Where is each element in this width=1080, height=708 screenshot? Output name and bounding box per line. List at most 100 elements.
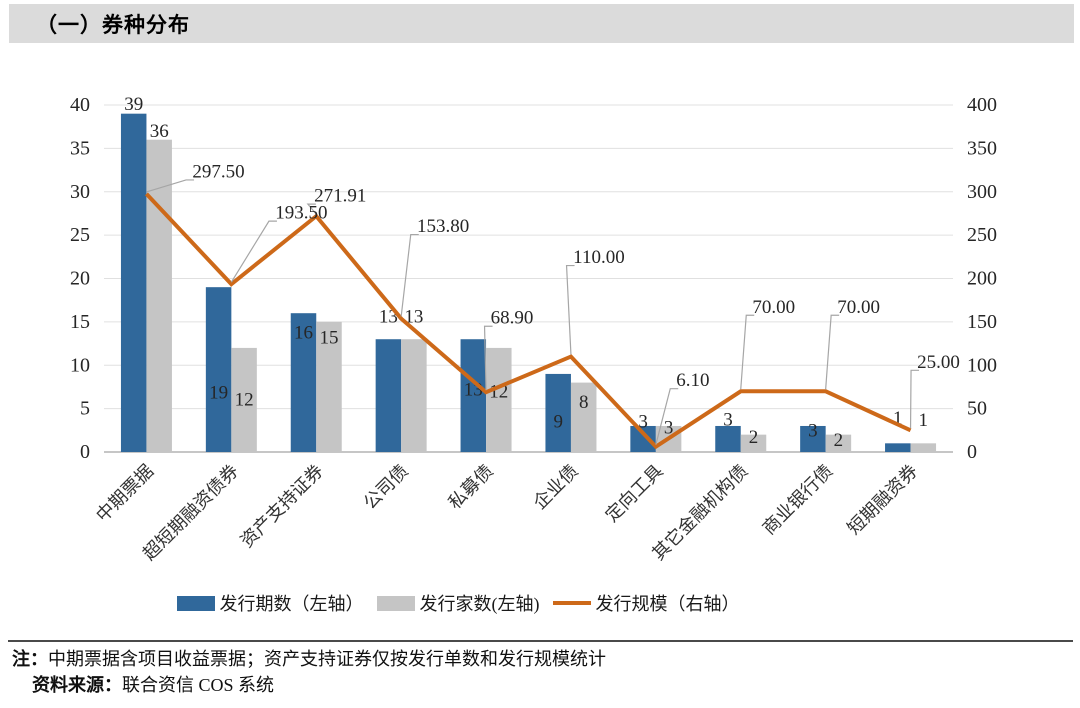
svg-text:2: 2 (749, 427, 759, 448)
bar-issue-periods (120, 113, 147, 453)
orange-line-swatch-icon (552, 601, 591, 605)
bar-issuer-count (231, 347, 257, 452)
chart-canvas: 0510152025303540050100150200250300350400… (70, 94, 997, 564)
bar-issuer-count (740, 434, 767, 452)
svg-text:9: 9 (553, 411, 563, 432)
svg-text:70.00: 70.00 (752, 297, 795, 318)
legend-item-issuer-count: 发行家数(左轴) (376, 590, 540, 616)
svg-text:25.00: 25.00 (917, 352, 960, 373)
svg-text:400: 400 (967, 94, 997, 116)
bar-issuer-count (316, 321, 342, 452)
svg-text:0: 0 (80, 441, 90, 463)
svg-text:153.80: 153.80 (417, 216, 469, 237)
svg-text:8: 8 (579, 392, 589, 413)
source-label: 资料来源： (32, 675, 122, 695)
svg-text:68.90: 68.90 (491, 308, 534, 329)
blue-bar-swatch-icon (176, 595, 215, 611)
bar-issue-periods (545, 373, 571, 452)
svg-text:100: 100 (967, 354, 997, 376)
bar-issuer-count (486, 347, 512, 452)
svg-text:150: 150 (967, 311, 997, 333)
bar-issue-periods (460, 339, 487, 452)
svg-text:13: 13 (404, 307, 423, 328)
source-text: 联合资信 COS 系统 (122, 675, 275, 695)
svg-text:3: 3 (664, 417, 674, 438)
bars-layer (120, 113, 937, 453)
svg-text:271.91: 271.91 (314, 186, 366, 207)
bar-issue-periods (800, 425, 826, 452)
svg-text:25: 25 (70, 224, 90, 246)
chart-legend: 发行期数（左轴） 发行家数(左轴) 发行规模（右轴） (0, 590, 998, 616)
bar-issuer-count (910, 443, 937, 452)
issue-scale-line (144, 192, 912, 450)
legend-label-issue-scale: 发行规模（右轴） (595, 594, 740, 614)
svg-text:297.50: 297.50 (192, 161, 244, 182)
bar-issue-periods (885, 443, 911, 452)
section-header: （一）券种分布 (9, 4, 1074, 43)
note-text: 中期票据含项目收益票据；资产支持证券仅按发行单数和发行规模统计 (48, 649, 606, 669)
svg-text:30: 30 (70, 181, 90, 203)
svg-text:15: 15 (320, 327, 339, 348)
svg-text:70.00: 70.00 (837, 297, 880, 318)
svg-text:3: 3 (638, 411, 648, 432)
svg-text:3: 3 (808, 420, 818, 441)
bar-issue-periods (715, 425, 741, 452)
svg-text:16: 16 (294, 323, 313, 344)
bar-issuer-count (825, 434, 852, 452)
svg-text:19: 19 (209, 383, 228, 404)
legend-label-issuer-count: 发行家数(左轴) (419, 594, 540, 614)
bar-issuer-count (570, 382, 597, 452)
bar-issue-periods (290, 313, 317, 452)
svg-text:12: 12 (235, 389, 254, 410)
svg-text:36: 36 (150, 121, 169, 142)
svg-text:39: 39 (124, 94, 143, 115)
svg-text:20: 20 (70, 268, 90, 290)
footnote-source: 资料来源：联合资信 COS 系统 (32, 672, 1070, 698)
svg-text:企业债: 企业债 (529, 461, 581, 513)
svg-text:1: 1 (893, 408, 903, 429)
svg-text:200: 200 (967, 268, 997, 290)
svg-text:6.10: 6.10 (676, 370, 709, 391)
combo-chart: 0 5 10 15 20 25 30 35 40 0 50 100 150 200 250 300 350 400… (0, 50, 1080, 585)
svg-text:私募债: 私募债 (445, 461, 497, 513)
footnote-note: 注：中期票据含项目收益票据；资产支持证券仅按发行单数和发行规模统计 (12, 646, 1070, 672)
svg-text:350: 350 (967, 137, 997, 159)
bar-issuer-count (146, 139, 172, 452)
svg-text:2: 2 (834, 430, 844, 451)
footnotes: 注：中期票据含项目收益票据；资产支持证券仅按发行单数和发行规模统计 资料来源：联… (12, 646, 1070, 698)
bar-issue-periods (205, 287, 232, 452)
svg-text:3: 3 (723, 409, 733, 430)
gray-bar-swatch-icon (376, 595, 415, 611)
svg-text:110.00: 110.00 (573, 247, 625, 268)
legend-label-issue-periods: 发行期数（左轴） (219, 594, 364, 614)
section-title: （一）券种分布 (36, 13, 190, 37)
svg-text:15: 15 (70, 311, 90, 333)
svg-text:35: 35 (70, 137, 90, 159)
svg-text:1: 1 (919, 410, 929, 431)
svg-text:资产支持证券: 资产支持证券 (237, 461, 328, 552)
bar-issue-periods (375, 339, 402, 452)
svg-text:中期票据: 中期票据 (92, 461, 157, 526)
line-layer (144, 192, 912, 450)
svg-text:商业银行债: 商业银行债 (759, 461, 837, 539)
svg-text:短期融资券: 短期融资券 (844, 461, 922, 539)
svg-text:0: 0 (967, 441, 977, 463)
note-label: 注： (12, 649, 48, 669)
legend-item-issue-scale: 发行规模（右轴） (552, 590, 740, 616)
svg-text:300: 300 (967, 181, 997, 203)
divider-line (8, 640, 1073, 642)
svg-text:250: 250 (967, 224, 997, 246)
legend-item-issue-periods: 发行期数（左轴） (176, 590, 364, 616)
svg-text:50: 50 (967, 398, 987, 420)
svg-text:10: 10 (70, 354, 90, 376)
leader-lines (146, 179, 920, 445)
svg-text:193.50: 193.50 (275, 203, 327, 224)
svg-text:5: 5 (80, 398, 90, 420)
svg-text:定向工具: 定向工具 (602, 461, 667, 526)
svg-text:40: 40 (70, 94, 90, 116)
svg-text:公司债: 公司债 (360, 461, 412, 513)
